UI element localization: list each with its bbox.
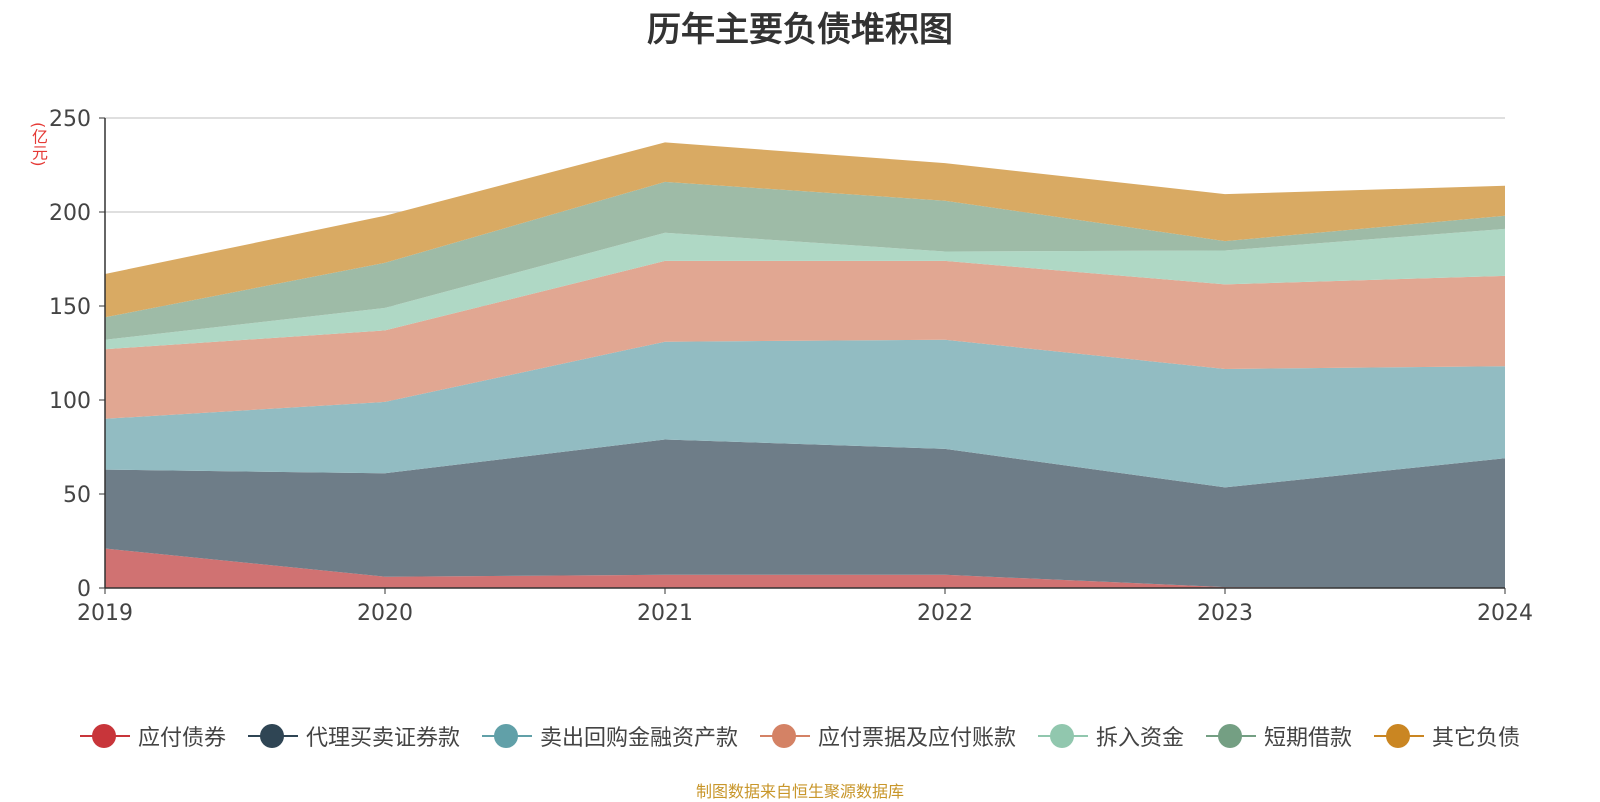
x-tick-label: 2021 xyxy=(637,601,693,626)
legend-label: 代理买卖证券款 xyxy=(305,726,460,751)
legend-label: 短期借款 xyxy=(1264,726,1353,751)
x-tick-label: 2022 xyxy=(917,601,973,626)
legend-marker-icon xyxy=(1206,723,1257,749)
y-tick-label: 200 xyxy=(49,201,91,226)
area-series-7 xyxy=(105,142,1505,318)
chart-title: 历年主要负债堆积图 xyxy=(647,10,953,50)
legend-marker-icon xyxy=(247,723,298,749)
legend-marker-icon xyxy=(759,723,810,749)
x-tick-label: 2023 xyxy=(1197,601,1253,626)
area-series-3 xyxy=(105,339,1505,488)
legend-item-6[interactable]: 短期借款 xyxy=(1206,720,1352,752)
axes: 0 50 100 150 200 250 2019 2020 2021 2022 2023 2024 xyxy=(49,107,1533,626)
legend-label: 卖出回购金融资产款 xyxy=(539,726,738,751)
x-tick-label: 2024 xyxy=(1477,601,1533,626)
legend-label: 应付债券 xyxy=(137,726,226,751)
legend-marker-icon xyxy=(79,723,130,749)
data-source-note: 制图数据来自恒生聚源数据库 xyxy=(695,782,904,801)
y-tick-label: 250 xyxy=(49,107,91,132)
legend-item-5[interactable]: 拆入资金 xyxy=(1038,720,1184,752)
legend-item-1[interactable]: 应付债券 xyxy=(79,720,226,752)
legend-item-2[interactable]: 代理买卖证券款 xyxy=(247,720,460,752)
legend-marker-icon xyxy=(481,723,532,749)
stacked-areas xyxy=(105,142,1505,588)
area-series-5 xyxy=(105,228,1505,350)
y-tick-label: 100 xyxy=(49,389,91,414)
x-tick-label: 2020 xyxy=(357,601,413,626)
y-axis-unit: (亿元) xyxy=(29,122,48,167)
legend: 应付债券 代理买卖证券款 卖出回购金融资产款 应付票据及应付账款 拆入资金 短期借款 其它负… xyxy=(0,718,1600,754)
legend-label: 应付票据及应付账款 xyxy=(817,726,1016,751)
legend-label: 拆入资金 xyxy=(1096,726,1185,751)
y-tick-label: 50 xyxy=(63,483,91,508)
x-tick-label: 2019 xyxy=(77,601,133,626)
area-series-4 xyxy=(105,260,1505,419)
legend-item-4[interactable]: 应付票据及应付账款 xyxy=(759,720,1016,752)
legend-label: 其它负债 xyxy=(1432,726,1521,751)
area-series-1 xyxy=(105,548,1505,588)
legend-item-7[interactable]: 其它负债 xyxy=(1374,720,1520,752)
legend-marker-icon xyxy=(1374,723,1425,749)
area-series-2 xyxy=(105,439,1505,588)
y-tick-label: 0 xyxy=(77,577,91,602)
legend-item-3[interactable]: 卖出回购金融资产款 xyxy=(481,720,738,752)
area-series-6 xyxy=(105,181,1505,340)
y-tick-label: 150 xyxy=(49,295,91,320)
legend-marker-icon xyxy=(1038,723,1088,749)
